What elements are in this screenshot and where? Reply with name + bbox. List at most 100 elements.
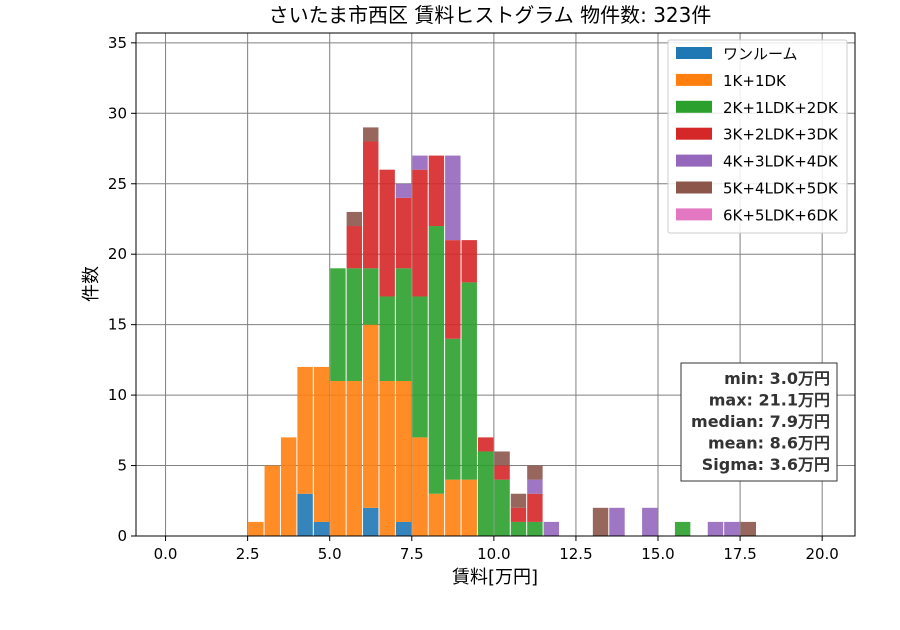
y-tick-label: 20 bbox=[108, 245, 127, 263]
x-tick-label: 17.5 bbox=[723, 545, 756, 563]
x-tick-label: 0.0 bbox=[154, 545, 178, 563]
stats-line: mean: 8.6万円 bbox=[708, 434, 830, 453]
histogram-bar bbox=[363, 507, 379, 536]
histogram-bar bbox=[527, 521, 543, 536]
histogram-bar bbox=[379, 296, 395, 382]
histogram-bar bbox=[412, 155, 428, 170]
legend-label: 6K+5LDK+6DK bbox=[723, 206, 839, 224]
histogram-bar bbox=[510, 521, 527, 536]
histogram-bar bbox=[461, 479, 477, 536]
histogram-bar bbox=[428, 226, 445, 494]
histogram-bar bbox=[527, 479, 543, 494]
stats-line: min: 3.0万円 bbox=[724, 369, 830, 388]
histogram-bar bbox=[707, 521, 724, 536]
x-tick-label: 2.5 bbox=[236, 545, 260, 563]
histogram-bar bbox=[363, 141, 379, 269]
histogram-bar bbox=[379, 381, 395, 536]
histogram-bar bbox=[395, 268, 412, 382]
y-axis: 0 5 10 15 20 25 30 35 bbox=[108, 34, 136, 545]
histogram-bar bbox=[428, 493, 445, 536]
histogram-bar bbox=[445, 479, 461, 536]
y-tick-label: 15 bbox=[108, 316, 127, 334]
histogram-bar bbox=[346, 268, 363, 382]
chart-title: さいたま市西区 賃料ヒストグラム 物件数: 323件 bbox=[269, 3, 712, 27]
histogram-bar bbox=[428, 155, 445, 227]
x-axis-label: 賃料[万円] bbox=[452, 567, 538, 588]
histogram-bar bbox=[740, 521, 757, 536]
histogram-bar bbox=[330, 268, 346, 382]
histogram-bar bbox=[313, 521, 330, 536]
legend-label: 1K+1DK bbox=[723, 72, 787, 90]
y-tick-label: 5 bbox=[117, 457, 127, 475]
histogram-bar bbox=[494, 451, 510, 466]
histogram-bar bbox=[724, 521, 740, 536]
histogram-bar bbox=[313, 366, 330, 522]
grid bbox=[136, 33, 855, 537]
legend-frame bbox=[667, 39, 848, 234]
stats-line: max: 21.1万円 bbox=[709, 391, 830, 410]
legend-swatch bbox=[676, 181, 712, 194]
legend: ワンルーム 1K+1DK 2K+1LDK+2DK 3K+2LDK+3DK 4K+3LDK… bbox=[667, 39, 848, 234]
histogram-bar bbox=[297, 366, 313, 494]
histogram-bar bbox=[363, 268, 379, 325]
histogram-bar bbox=[379, 169, 395, 297]
histogram-bar bbox=[527, 465, 543, 480]
stats-line: Sigma: 3.6万円 bbox=[702, 455, 830, 474]
histogram-bar bbox=[412, 437, 428, 536]
histogram-bar bbox=[642, 507, 658, 536]
stats-box: min: 3.0万円 max: 21.1万円 median: 7.9万円 mean: … bbox=[680, 362, 838, 482]
histogram-bar bbox=[395, 197, 412, 269]
histogram-bar bbox=[412, 169, 428, 297]
y-tick-label: 10 bbox=[108, 386, 127, 404]
histogram-bar bbox=[494, 465, 510, 480]
histogram-bar bbox=[395, 381, 412, 522]
histogram-bar bbox=[445, 338, 461, 480]
histogram-bar bbox=[510, 507, 527, 522]
bars bbox=[248, 127, 757, 536]
x-tick-label: 7.5 bbox=[400, 545, 424, 563]
histogram-bar bbox=[494, 479, 510, 536]
histogram-bar bbox=[363, 127, 379, 142]
stats-line: median: 7.9万円 bbox=[691, 412, 830, 431]
histogram-bar bbox=[363, 324, 379, 508]
legend-swatch bbox=[676, 208, 712, 221]
histogram-bar bbox=[477, 437, 494, 452]
legend-swatch bbox=[676, 73, 712, 86]
x-axis: 0.0 2.5 5.0 7.5 10.0 12.5 15.0 17.5 20.0 bbox=[154, 536, 839, 563]
histogram-bar bbox=[264, 465, 280, 536]
histogram-bar bbox=[445, 240, 461, 339]
x-tick-label: 20.0 bbox=[805, 545, 838, 563]
histogram-bar bbox=[609, 507, 625, 536]
legend-swatch bbox=[676, 127, 712, 140]
histogram-bar bbox=[445, 155, 461, 241]
y-tick-label: 30 bbox=[108, 104, 127, 122]
histogram-bar bbox=[330, 381, 346, 536]
legend-label: ワンルーム bbox=[723, 45, 798, 63]
histogram-bar bbox=[592, 507, 609, 536]
y-tick-label: 25 bbox=[108, 175, 127, 193]
histogram-bar bbox=[543, 521, 560, 536]
histogram-bar bbox=[461, 240, 477, 283]
histogram-bar bbox=[412, 296, 428, 438]
y-tick-label: 0 bbox=[117, 527, 127, 545]
histogram-bar bbox=[527, 493, 543, 522]
legend-label: 4K+3LDK+4DK bbox=[723, 153, 839, 171]
histogram-bar bbox=[395, 521, 412, 536]
legend-swatch bbox=[676, 47, 712, 59]
plot-frame bbox=[135, 32, 856, 537]
legend-label: 3K+2LDK+3DK bbox=[723, 126, 839, 144]
histogram-bar bbox=[248, 521, 264, 536]
x-tick-label: 5.0 bbox=[318, 545, 342, 563]
histogram-bar bbox=[510, 493, 527, 508]
x-tick-label: 15.0 bbox=[641, 545, 674, 563]
legend-swatch bbox=[676, 154, 712, 167]
histogram-bar bbox=[395, 183, 412, 198]
y-axis-label: 件数 bbox=[81, 266, 102, 302]
histogram-bar bbox=[477, 451, 494, 536]
histogram-bar bbox=[346, 211, 363, 227]
legend-swatch bbox=[676, 100, 712, 113]
legend-label: 2K+1LDK+2DK bbox=[723, 99, 839, 117]
stats-frame bbox=[680, 362, 838, 482]
x-tick-label: 10.0 bbox=[477, 545, 510, 563]
histogram-bar bbox=[674, 521, 691, 536]
